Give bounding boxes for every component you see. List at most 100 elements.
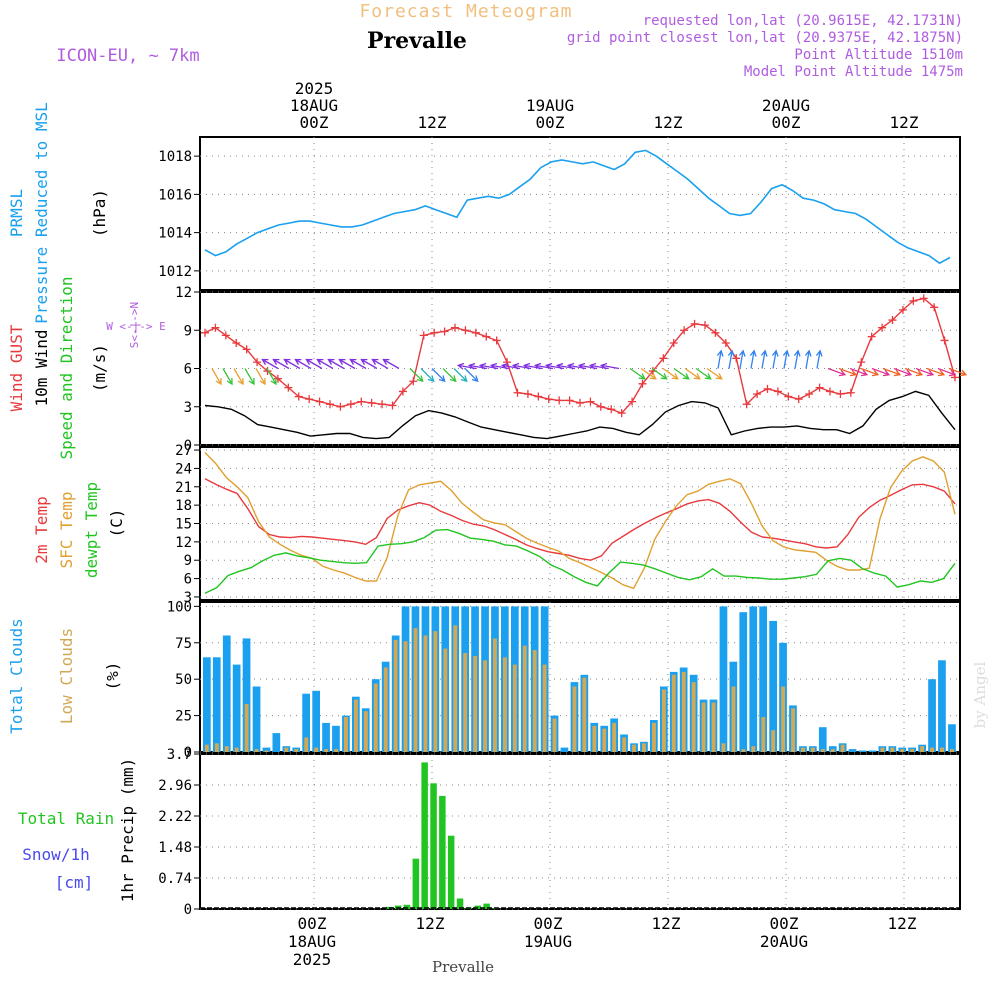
gust-marker <box>586 397 595 406</box>
gust-marker <box>930 303 939 312</box>
gust-marker <box>846 388 855 397</box>
precip-bar <box>403 904 411 909</box>
low-cloud-bar <box>393 639 398 752</box>
total-cloud-bar <box>272 733 281 752</box>
low-cloud-bar <box>711 702 716 752</box>
ytick-label: 0 <box>184 902 192 918</box>
wind-direction-arrow <box>727 349 735 369</box>
gust-marker <box>451 323 459 332</box>
bottom-time-label: 12Z <box>652 914 681 933</box>
low-cloud-bar <box>701 702 706 752</box>
low-cloud-bar <box>721 743 726 752</box>
low-cloud-bar <box>930 747 934 752</box>
wind-direction-arrow <box>338 358 356 370</box>
temp-label-2: SFC Temp <box>57 491 76 568</box>
ytick-label: 15 <box>175 517 192 533</box>
low-cloud-bar <box>224 746 229 752</box>
gust-marker <box>534 392 543 401</box>
low-cloud-bar <box>314 747 319 752</box>
sfc-temp-line <box>204 452 956 590</box>
point-altitude: Point Altitude 1510m <box>794 47 963 63</box>
temp2m-line <box>204 478 956 561</box>
gust-marker <box>409 377 418 386</box>
precip-bar <box>483 903 490 909</box>
total-cloud-bar <box>928 679 936 752</box>
total-cloud-bar <box>868 750 877 752</box>
gust-marker <box>492 336 501 345</box>
wind-direction-arrow <box>266 368 277 386</box>
gust-marker <box>357 397 366 406</box>
wind-direction-arrow <box>349 358 367 370</box>
ytick-label: 3 <box>184 590 192 606</box>
wind-direction-arrow <box>283 358 301 370</box>
wind-direction-arrow <box>233 368 244 386</box>
wind-direction-arrow <box>793 349 801 369</box>
gridpoint-coords: grid point closest lon,lat (20.9375E, 42… <box>567 30 963 46</box>
wind-direction-arrow <box>305 358 323 370</box>
wind-direction-arrow <box>629 367 646 380</box>
wind-direction-arrow <box>409 368 424 383</box>
gust-marker <box>690 319 699 328</box>
gust-marker <box>878 323 887 332</box>
text-labels: Forecast Meteogram Prevalle ICON-EU, ~ 7km… <box>7 1 989 976</box>
ytick-label: 50 <box>175 672 192 688</box>
top-time-label: 19AUG <box>526 96 574 115</box>
low-cloud-bar <box>820 749 825 752</box>
gust-marker <box>565 396 574 405</box>
gust-marker <box>701 321 709 330</box>
wind-label-2: 10m Wind <box>32 329 51 406</box>
pressure-line <box>204 149 951 265</box>
low-cloud-bar <box>801 747 805 752</box>
low-cloud-bar <box>900 749 905 752</box>
low-cloud-bar <box>294 749 299 752</box>
low-cloud-bar <box>344 717 348 752</box>
wind-direction-arrow <box>749 349 757 369</box>
low-cloud-bar <box>254 749 259 752</box>
wind-direction-arrow <box>882 367 902 377</box>
gust-marker <box>461 326 470 335</box>
wind-direction-arrow <box>640 367 657 380</box>
gust-marker <box>805 390 814 398</box>
top-time-label: 00Z <box>300 113 329 132</box>
wind-direction-arrow <box>261 358 279 370</box>
wind-direction-arrow <box>706 367 723 380</box>
low-cloud-bar <box>761 717 766 752</box>
total-cloud-bar <box>560 747 569 752</box>
snow-label: Snow/1h <box>22 845 89 864</box>
wind-direction-arrow <box>904 367 924 377</box>
low-cloud-bar <box>512 664 517 752</box>
gust-marker <box>596 402 605 411</box>
gust-marker <box>336 402 345 411</box>
gust-marker <box>513 388 522 397</box>
bottom-time-label: 00Z <box>534 914 563 933</box>
low-cloud-bar <box>244 703 249 752</box>
low-cloud-bar <box>354 699 358 752</box>
low-cloud-bar <box>542 664 547 752</box>
ytick-label: 12 <box>175 285 192 301</box>
top-time-label: 00Z <box>772 113 801 132</box>
gust-marker <box>784 392 793 401</box>
clouds-label-2: Low Clouds <box>57 628 76 724</box>
gust-marker <box>201 328 209 337</box>
bottom-time-label: 19AUG <box>524 932 572 951</box>
total-cloud-bar <box>322 722 330 752</box>
wind-direction-arrow <box>599 362 620 370</box>
pressure-label-1: PRMSL <box>7 189 26 237</box>
low-cloud-bar <box>880 747 885 752</box>
wind-direction-arrow <box>815 349 823 369</box>
bottom-time-label: 20AUG <box>760 932 808 951</box>
wind-direction-arrow <box>211 368 222 386</box>
ytick-label: 3 <box>184 400 192 416</box>
total-cloud-bar <box>242 638 251 752</box>
panel-frames <box>199 136 961 910</box>
model-altitude: Model Point Altitude 1475m <box>744 64 963 80</box>
pressure-unit: (hPa) <box>90 189 109 237</box>
low-cloud-bar <box>214 743 219 752</box>
wind-direction-arrow <box>651 367 668 380</box>
gust-marker <box>940 336 949 345</box>
precip-bar <box>412 858 420 909</box>
total-cloud-bar <box>203 657 211 752</box>
total-cloud-bar <box>739 612 748 752</box>
wind-direction-arrow <box>782 349 790 369</box>
